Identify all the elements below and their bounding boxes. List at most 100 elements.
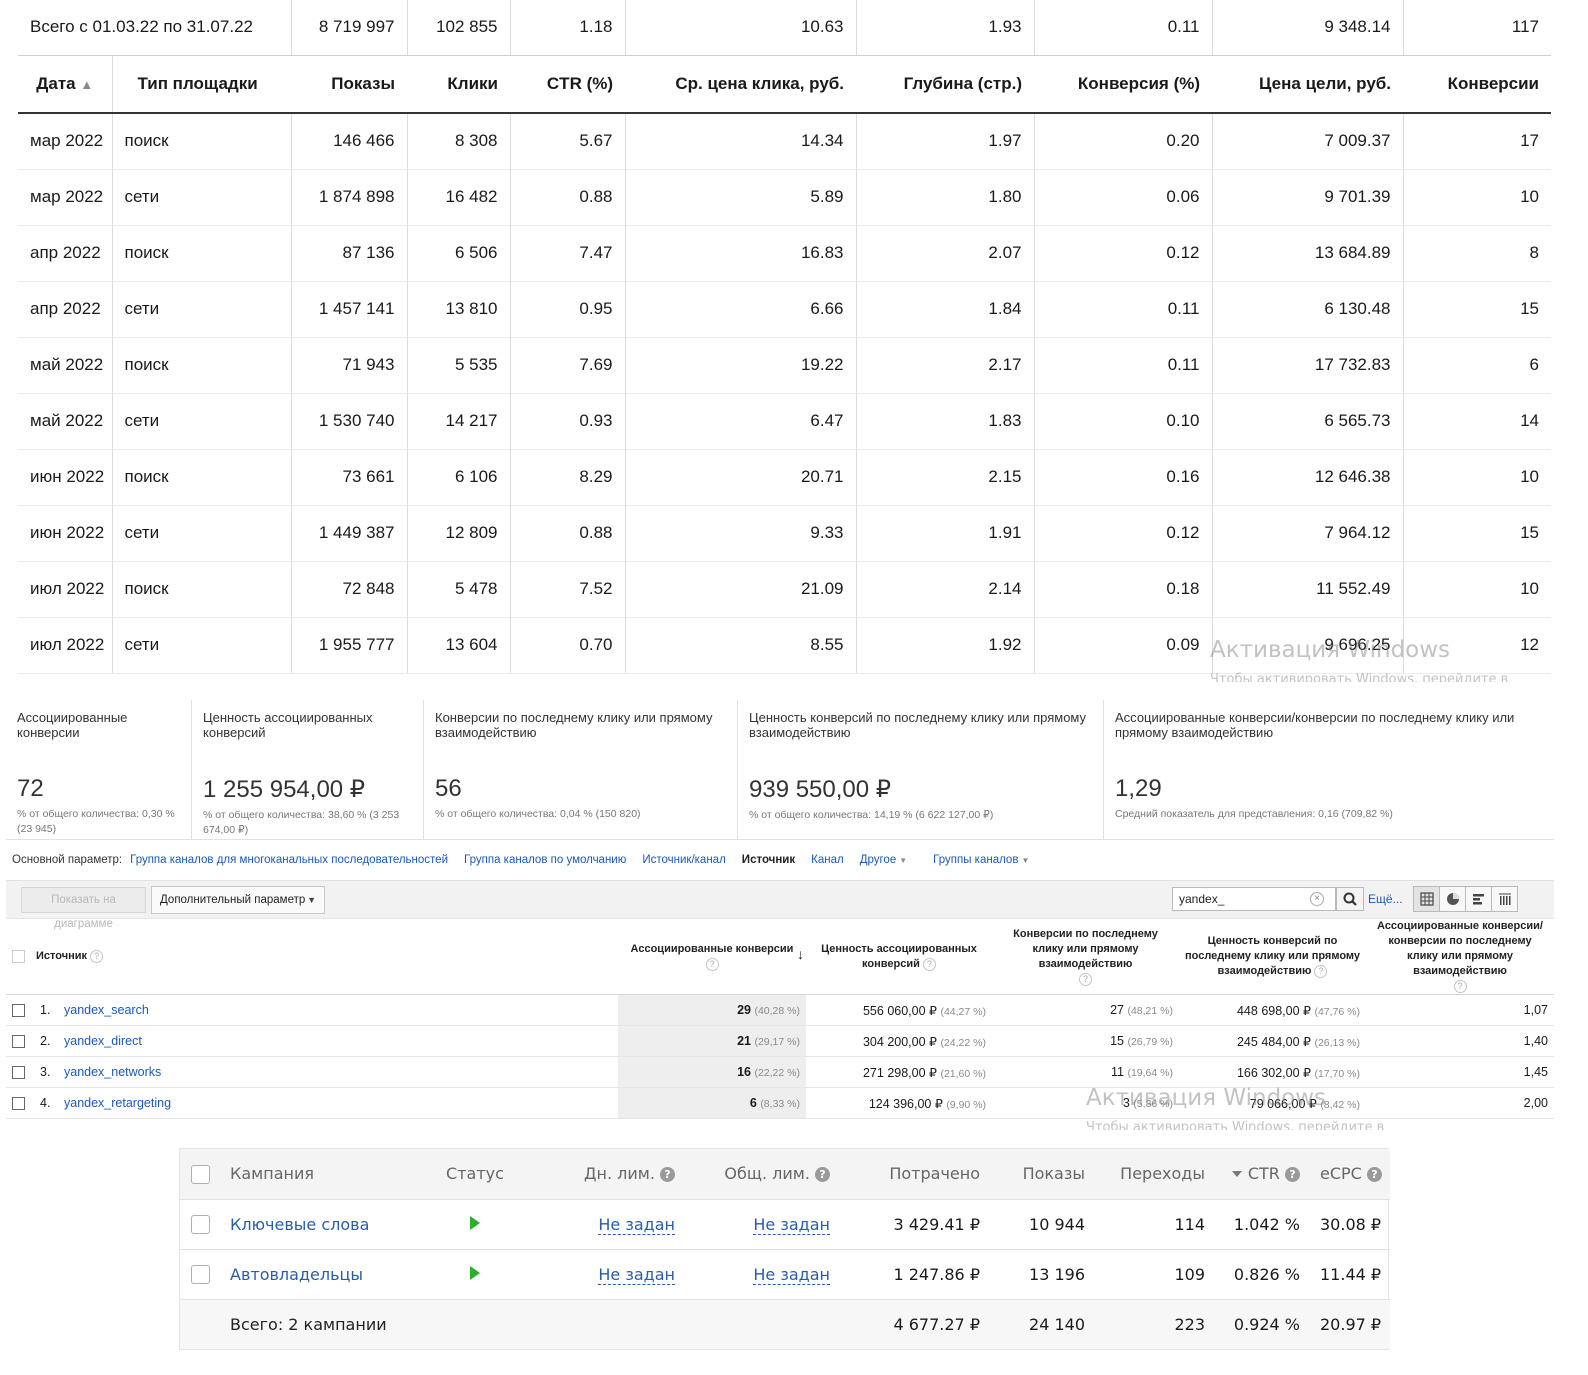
bar-view-button[interactable] xyxy=(1465,886,1492,912)
total-limit-link[interactable]: Не задан xyxy=(753,1214,830,1235)
source-link[interactable]: yandex_direct xyxy=(64,1034,142,1048)
metric-percent: (26,13 %) xyxy=(1314,1036,1360,1049)
col-goal-price[interactable]: Цена цели, руб. xyxy=(1212,55,1404,114)
help-icon[interactable]: ? xyxy=(1453,980,1467,993)
help-icon[interactable]: ? xyxy=(1366,1167,1382,1183)
search-button[interactable] xyxy=(1336,887,1364,911)
total-ecpc: 20.97 ₽ xyxy=(1310,1298,1390,1349)
row-depth: 2.17 xyxy=(855,337,1035,394)
metric-percent: (26,79 %) xyxy=(1127,1036,1173,1048)
row-type: сети xyxy=(111,505,292,562)
col-total-limit[interactable]: Общ. лим. ? xyxy=(685,1149,840,1199)
metric-label: Конверсии по последнему клику или прямом… xyxy=(435,710,713,740)
day-limit-link[interactable]: Не задан xyxy=(598,1214,675,1235)
dim-other-dropdown[interactable]: Другое ▼ xyxy=(859,854,908,866)
col-ctr[interactable]: CTR (%) xyxy=(510,55,626,114)
total-limit-link[interactable]: Не задан xyxy=(753,1264,830,1285)
help-icon[interactable]: ? xyxy=(922,957,936,971)
col-ecpc[interactable]: eCPC ? xyxy=(1310,1149,1390,1199)
play-status-icon xyxy=(470,1265,480,1280)
source-link[interactable]: yandex_networks xyxy=(64,1065,162,1079)
clear-icon[interactable]: × xyxy=(1310,892,1324,906)
row-ctr: 0.88 xyxy=(509,505,626,562)
row-checkbox[interactable] xyxy=(190,1265,210,1284)
help-icon[interactable]: ? xyxy=(1285,1167,1300,1183)
col-last-click-value[interactable]: Ценность конверсий по последнему клику и… xyxy=(1179,918,1366,995)
row-date: апр 2022 xyxy=(18,225,112,282)
col-ctr[interactable]: CTR ? xyxy=(1215,1149,1310,1199)
col-type[interactable]: Тип площадки xyxy=(111,55,292,114)
col-cpc[interactable]: Ср. цена клика, руб. xyxy=(625,55,857,114)
campaign-name-link[interactable]: Ключевые слова xyxy=(220,1198,420,1249)
row-conversions: 10 xyxy=(1402,561,1552,618)
help-icon[interactable]: ? xyxy=(705,957,719,971)
play-status-icon xyxy=(470,1215,480,1230)
table-row: 4. yandex_retargeting 6 (8,33 %) 124 396,00… xyxy=(6,1087,1554,1119)
help-icon[interactable]: ? xyxy=(1314,965,1328,978)
bar-chart-icon xyxy=(1472,894,1484,905)
col-status[interactable]: Статус xyxy=(446,1164,504,1184)
dim-source-medium[interactable]: Источник/канал xyxy=(642,854,726,866)
show-on-chart-button[interactable]: Показать на диаграмме xyxy=(21,887,146,930)
row-checkbox[interactable] xyxy=(12,1066,25,1080)
select-all-checkbox[interactable] xyxy=(190,1164,210,1184)
help-icon[interactable]: ? xyxy=(90,950,104,963)
source-link[interactable]: yandex_search xyxy=(64,1003,149,1017)
metric-label: Ценность конверсий по последнему клику и… xyxy=(749,710,1087,740)
table-row: мар 2022 сети 1 874 898 16 482 0.88 5.89 1.80 0… xyxy=(18,169,1552,226)
select-all-checkbox[interactable] xyxy=(12,949,25,963)
table-row: май 2022 поиск 71 943 5 535 7.69 19.22 2.17 0.1… xyxy=(18,337,1552,394)
help-icon[interactable]: ? xyxy=(815,1167,830,1183)
pie-view-button[interactable] xyxy=(1439,886,1466,912)
dim-source[interactable]: Источник xyxy=(741,854,796,866)
metric-percent: (9,90 %) xyxy=(946,1098,986,1111)
row-ratio: 2,00 xyxy=(1366,1087,1554,1119)
table-view-button[interactable] xyxy=(1413,886,1440,912)
dim-default-channel-group[interactable]: Группа каналов по умолчанию xyxy=(464,854,627,866)
metric-percent: (8,33 %) xyxy=(760,1098,800,1110)
col-depth[interactable]: Глубина (стр.) xyxy=(856,55,1035,114)
campaign-name-link[interactable]: Автовладельцы xyxy=(220,1248,420,1299)
row-depth: 1.83 xyxy=(855,393,1035,450)
source-link[interactable]: yandex_retargeting xyxy=(64,1096,172,1110)
row-checkbox[interactable] xyxy=(12,1004,25,1018)
col-clicks[interactable]: Клики xyxy=(407,55,511,114)
advanced-filter-link[interactable]: Ещё... xyxy=(1368,892,1403,906)
col-conv-rate[interactable]: Конверсия (%) xyxy=(1034,55,1213,114)
col-last-click[interactable]: Конверсии по последнему клику или прямом… xyxy=(992,918,1179,995)
table-row: апр 2022 сети 1 457 141 13 810 0.95 6.66 1.84 0… xyxy=(18,281,1552,338)
campaigns-table: Кампания Статус Дн. лим. ? Общ. лим. ? П… xyxy=(180,1149,1390,1349)
row-clicks: 13 810 xyxy=(406,281,511,338)
row-checkbox[interactable] xyxy=(12,1097,25,1111)
comparison-view-button[interactable] xyxy=(1491,886,1518,912)
col-ratio[interactable]: Ассоциированные конверсии/ конверсии по … xyxy=(1366,918,1554,995)
col-assoc-conversions[interactable]: Ассоциированные конверсии? ↓ xyxy=(618,918,806,995)
row-clicks: 14 217 xyxy=(406,393,511,450)
col-date[interactable]: Дата ▲ xyxy=(18,55,112,114)
col-spent[interactable]: Потрачено xyxy=(889,1164,980,1184)
help-icon[interactable]: ? xyxy=(1079,972,1092,986)
row-cpc: 6.47 xyxy=(624,393,857,450)
col-day-limit[interactable]: Дн. лим. ? xyxy=(530,1149,685,1199)
col-source[interactable]: Источник ? xyxy=(30,918,618,995)
col-assoc-value[interactable]: Ценность ассоциированных конверсий ? xyxy=(806,918,992,995)
campaign-status xyxy=(420,1248,530,1299)
col-clicks[interactable]: Переходы xyxy=(1120,1164,1205,1184)
search-input[interactable] xyxy=(1173,888,1303,910)
col-shows[interactable]: Показы xyxy=(1022,1164,1085,1184)
row-checkbox[interactable] xyxy=(12,1035,25,1049)
col-campaign[interactable]: Кампания xyxy=(230,1164,314,1184)
dim-channel[interactable]: Канал xyxy=(811,854,844,866)
dim-channel-groups-dropdown[interactable]: Группы каналов ▼ xyxy=(933,854,1030,866)
metric-value: 16 xyxy=(737,1065,751,1079)
secondary-dimension-dropdown[interactable]: Дополнительный параметр ▼ xyxy=(151,886,325,914)
dim-mcf-channel-group[interactable]: Группа каналов для многоканальных послед… xyxy=(130,854,449,866)
col-shows[interactable]: Показы xyxy=(291,55,408,114)
col-conversions[interactable]: Конверсии xyxy=(1403,55,1552,114)
row-depth: 1.84 xyxy=(855,281,1035,338)
row-checkbox[interactable] xyxy=(190,1215,210,1234)
row-index: 3. xyxy=(40,1065,51,1079)
metric-value: 271 298,00 ₽ xyxy=(862,1065,937,1080)
help-icon[interactable]: ? xyxy=(660,1167,675,1183)
day-limit-link[interactable]: Не задан xyxy=(598,1264,675,1285)
